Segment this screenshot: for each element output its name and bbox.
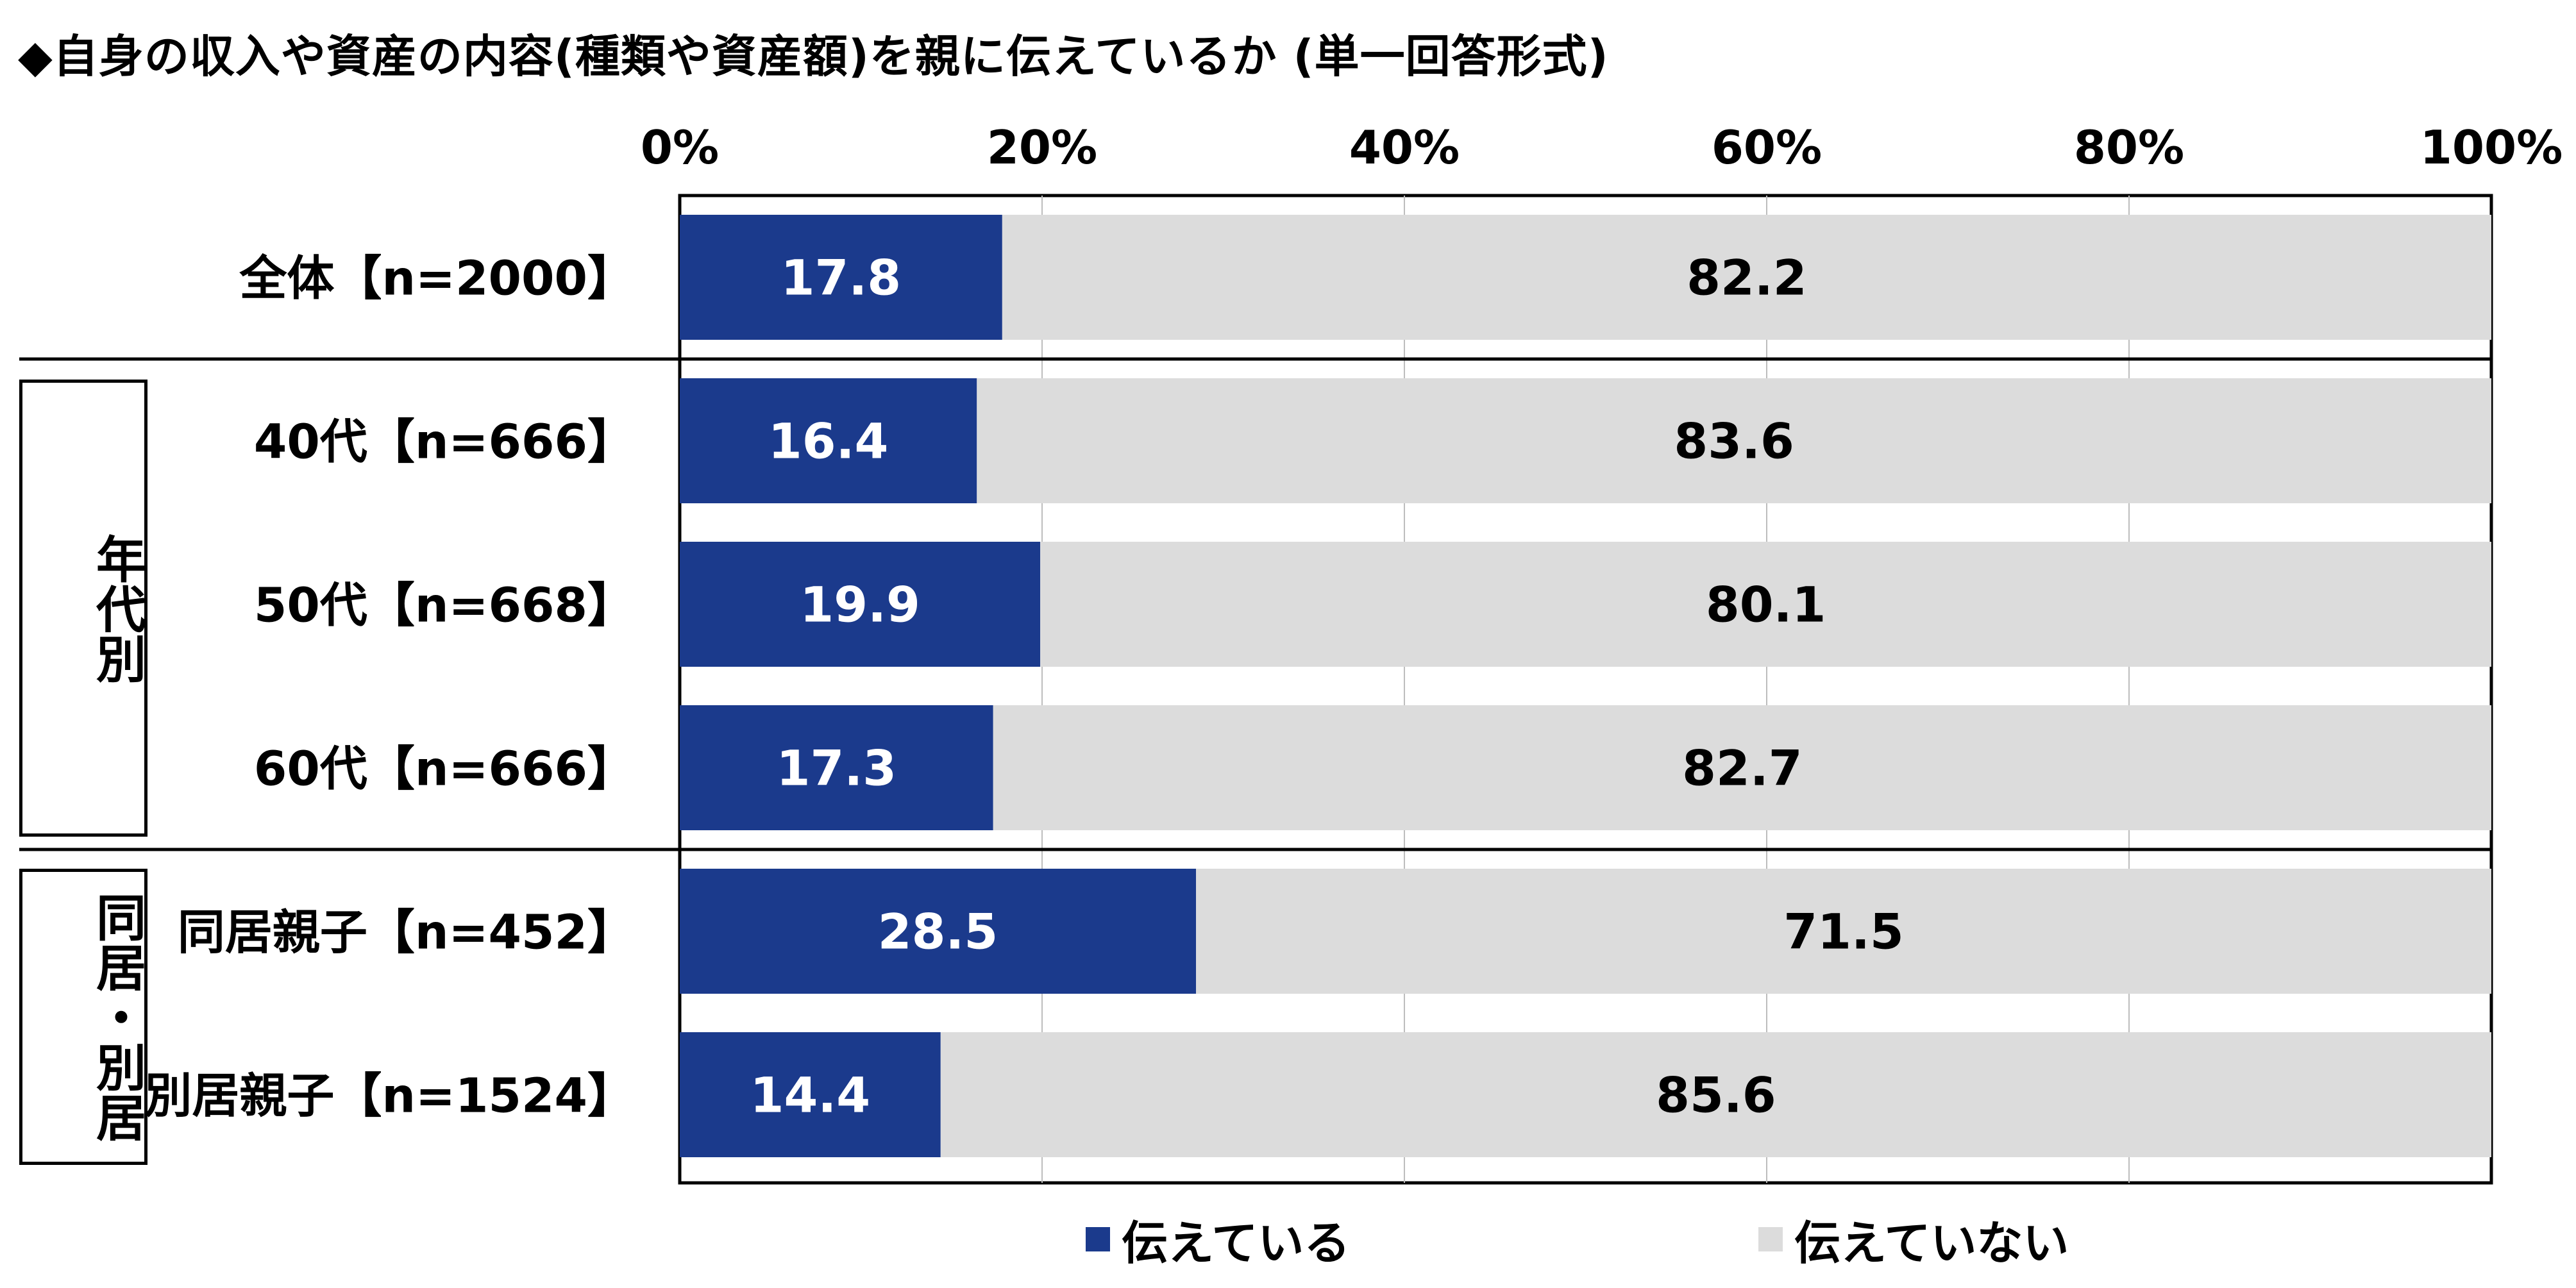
legend-swatch-told <box>1086 1226 1110 1251</box>
x-tick-label: 80% <box>2074 121 2184 174</box>
bar-segment-told <box>680 705 993 830</box>
data-label: 19.9 <box>800 576 920 633</box>
data-label: 80.1 <box>1706 576 1826 633</box>
data-label: 16.4 <box>768 413 889 470</box>
bar-segment-told <box>680 1032 941 1157</box>
legend-swatch-not-told <box>1758 1226 1783 1251</box>
chart-title: ◆自身の収入や資産の内容(種類や資産額)を親に伝えているか (単一回答形式) <box>18 30 1609 83</box>
bar-segment-not-told <box>1002 215 2491 340</box>
bar-segment-not-told <box>1040 542 2491 667</box>
category-label: 50代【n=668】 <box>254 578 635 633</box>
data-label: 85.6 <box>1656 1067 1776 1124</box>
category-label: 全体【n=2000】 <box>239 251 635 306</box>
data-label: 82.7 <box>1682 740 1803 797</box>
legend-item-not-told: 伝えていない <box>1758 1205 2069 1273</box>
legend: 伝えている 伝えていない <box>0 1205 2576 1270</box>
bar-segment-told <box>680 869 1197 994</box>
data-label: 83.6 <box>1674 413 1794 470</box>
group-box-age: 年代別 <box>19 380 147 837</box>
bar-segment-not-told <box>940 1032 2491 1157</box>
data-label: 17.3 <box>777 740 897 797</box>
bar-segment-told <box>680 215 1002 340</box>
category-label: 同居親子【n=452】 <box>178 905 635 960</box>
x-tick-label: 40% <box>1349 121 1460 174</box>
x-tick-label: 20% <box>987 121 1097 174</box>
group-box-living: 同居・別居 <box>19 869 147 1165</box>
legend-label-told: 伝えている <box>1122 1216 1351 1270</box>
x-tick-label: 0% <box>641 121 719 174</box>
bar-segment-told <box>680 542 1041 667</box>
category-label: 60代【n=666】 <box>254 742 635 797</box>
bar-segment-not-told <box>993 705 2491 830</box>
legend-item-told: 伝えている <box>1086 1205 1350 1273</box>
data-label: 28.5 <box>878 903 998 960</box>
x-tick-label: 60% <box>1712 121 1822 174</box>
category-label: 別居親子【n=1524】 <box>144 1069 635 1124</box>
group-label-living: 同居・別居 <box>88 892 146 1142</box>
group-label-age: 年代別 <box>88 533 146 683</box>
bar-segment-told <box>680 378 977 503</box>
bar-segment-not-told <box>1196 869 2491 994</box>
data-label: 82.2 <box>1687 249 1807 306</box>
plot-frame <box>678 194 2493 1185</box>
legend-label-not-told: 伝えていない <box>1794 1216 2069 1270</box>
data-label: 71.5 <box>1783 903 1904 960</box>
data-label: 17.8 <box>781 249 902 306</box>
category-label: 40代【n=666】 <box>254 415 635 470</box>
bar-segment-not-told <box>977 378 2491 503</box>
x-tick-label: 100% <box>2420 121 2563 174</box>
data-label: 14.4 <box>750 1067 871 1124</box>
